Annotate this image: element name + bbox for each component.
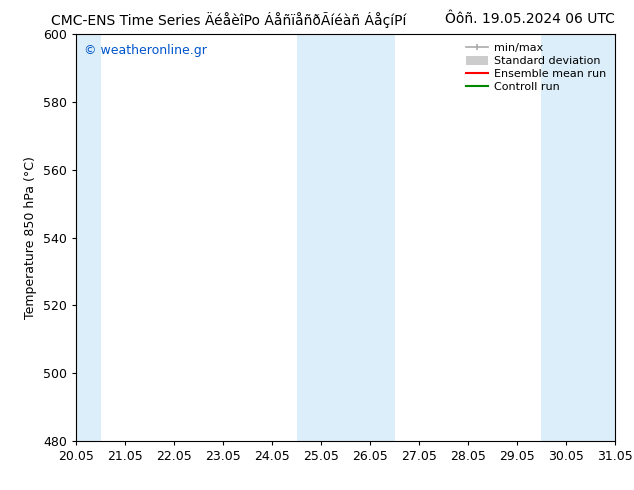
Bar <box>297 34 394 441</box>
Legend: min/max, Standard deviation, Ensemble mean run, Controll run: min/max, Standard deviation, Ensemble me… <box>463 40 609 95</box>
Text: © weatheronline.gr: © weatheronline.gr <box>84 45 207 57</box>
Y-axis label: Temperature 850 hPa (°C): Temperature 850 hPa (°C) <box>25 156 37 319</box>
Text: CMC-ENS Time Series ÄéåèîPo ÁåñïåñðÃíéàñ ÁåçíPí: CMC-ENS Time Series ÄéåèîPo ÁåñïåñðÃíéàñ… <box>51 12 406 28</box>
Bar <box>541 34 634 441</box>
Bar <box>51 34 101 441</box>
Text: Ôôñ. 19.05.2024 06 UTC: Ôôñ. 19.05.2024 06 UTC <box>445 12 615 26</box>
